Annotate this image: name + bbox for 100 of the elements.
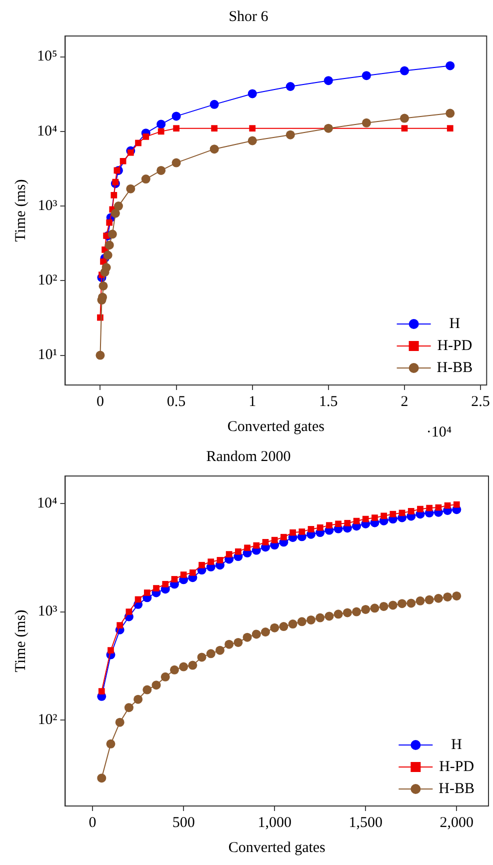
x-tick-label: 500 bbox=[172, 814, 195, 831]
point bbox=[108, 647, 114, 654]
y-tick-label: 10⁵ bbox=[36, 48, 58, 65]
point bbox=[453, 501, 460, 508]
x-tick-label: 0 bbox=[96, 394, 104, 410]
point bbox=[288, 620, 298, 629]
y-tick-label: 10⁴ bbox=[36, 123, 58, 140]
point bbox=[380, 512, 387, 520]
legend-label: H bbox=[451, 736, 462, 753]
point bbox=[324, 76, 333, 86]
point bbox=[110, 208, 120, 218]
point bbox=[197, 652, 206, 662]
point bbox=[153, 585, 160, 592]
point bbox=[286, 82, 295, 91]
x-tick-label: 2 bbox=[400, 394, 408, 410]
point bbox=[96, 350, 105, 360]
x-tick-label: 0.5 bbox=[166, 394, 186, 410]
point bbox=[144, 590, 150, 596]
point bbox=[297, 617, 306, 626]
point bbox=[156, 120, 166, 129]
y-axis-title: Time (ms) bbox=[12, 610, 29, 672]
point bbox=[270, 623, 280, 632]
point bbox=[344, 520, 351, 526]
point bbox=[234, 548, 242, 555]
point bbox=[208, 558, 214, 565]
point bbox=[180, 572, 187, 578]
point bbox=[334, 610, 343, 619]
point bbox=[210, 100, 219, 109]
x-axis-title: Converted gates bbox=[227, 418, 325, 435]
point bbox=[362, 516, 369, 522]
x-tick-label: 0 bbox=[88, 814, 96, 831]
legend-label: H-BB bbox=[438, 780, 475, 797]
point bbox=[370, 604, 380, 613]
point bbox=[215, 646, 224, 655]
point bbox=[446, 108, 455, 118]
point bbox=[361, 604, 370, 614]
y-axis-title: Time (ms) bbox=[12, 179, 29, 242]
point bbox=[97, 774, 106, 783]
x-tick-label: 1,000 bbox=[258, 814, 292, 831]
point bbox=[126, 184, 136, 194]
point bbox=[216, 556, 224, 564]
point bbox=[408, 508, 414, 514]
x-tick-label: 1 bbox=[248, 394, 256, 410]
point bbox=[110, 192, 118, 198]
point bbox=[120, 158, 126, 164]
point bbox=[124, 703, 134, 712]
y-tick-label: 10³ bbox=[38, 604, 58, 620]
point bbox=[400, 66, 409, 76]
point bbox=[248, 89, 257, 98]
text: ·10⁴ bbox=[426, 424, 452, 440]
point bbox=[170, 665, 179, 674]
point bbox=[308, 526, 314, 532]
point bbox=[424, 595, 434, 604]
point bbox=[189, 569, 196, 576]
point bbox=[316, 524, 324, 531]
x-tick-label: 2,000 bbox=[440, 814, 474, 831]
point bbox=[253, 542, 260, 549]
point bbox=[416, 596, 425, 606]
point bbox=[342, 608, 352, 618]
point bbox=[98, 281, 108, 290]
point bbox=[398, 510, 406, 516]
point bbox=[106, 739, 116, 748]
point bbox=[290, 529, 296, 536]
point bbox=[103, 250, 112, 260]
point bbox=[142, 134, 150, 140]
point bbox=[362, 71, 371, 80]
point bbox=[400, 114, 409, 123]
point bbox=[135, 140, 142, 146]
point bbox=[106, 219, 113, 226]
legend-label: H-PD bbox=[439, 758, 474, 775]
point bbox=[248, 136, 257, 146]
y-tick-label: 10⁴ bbox=[36, 496, 58, 512]
point bbox=[426, 504, 433, 512]
y-tick-label: 10² bbox=[38, 272, 58, 289]
legend-label: H-BB bbox=[436, 360, 473, 376]
point bbox=[286, 130, 295, 140]
point bbox=[226, 551, 232, 558]
point bbox=[279, 622, 288, 632]
point bbox=[210, 144, 219, 154]
point bbox=[171, 576, 178, 582]
y-tick-label: 10¹ bbox=[38, 347, 58, 364]
point bbox=[104, 240, 114, 250]
x-tick-label: 1,500 bbox=[348, 814, 382, 831]
point bbox=[262, 538, 269, 546]
chart-title: Random 2000 bbox=[206, 448, 291, 465]
y-tick-label: 10² bbox=[38, 712, 58, 728]
point bbox=[252, 630, 261, 639]
point bbox=[406, 598, 416, 608]
point bbox=[160, 672, 170, 682]
legend-label: H-PD bbox=[437, 338, 472, 354]
y-tick-label: 10³ bbox=[38, 198, 58, 214]
point bbox=[206, 649, 216, 658]
point bbox=[126, 608, 132, 615]
point bbox=[249, 125, 256, 132]
point bbox=[158, 128, 164, 135]
point bbox=[234, 638, 243, 647]
point bbox=[198, 562, 205, 568]
point bbox=[179, 662, 188, 672]
point bbox=[388, 600, 398, 610]
point bbox=[173, 125, 180, 132]
